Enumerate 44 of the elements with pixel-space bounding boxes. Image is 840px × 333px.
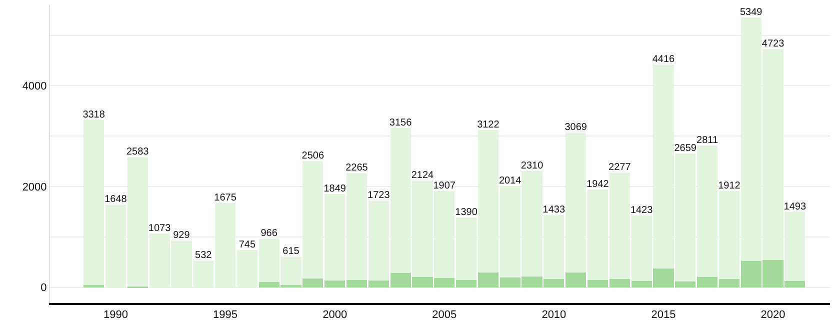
y-tick-label: 2000 (22, 181, 47, 194)
total-label: 1907 (433, 180, 456, 192)
total-label: 966 (260, 228, 278, 240)
total-label: 1723 (368, 190, 390, 201)
total-label: 3156 (389, 118, 412, 129)
total-label: 2811 (696, 135, 718, 146)
total-label: 5349 (740, 7, 763, 18)
x-tick-label: 1990 (103, 308, 128, 321)
total-label: 1675 (214, 192, 237, 204)
total-label: 1849 (324, 184, 346, 195)
total-label: 745 (238, 239, 256, 250)
y-tick-label: 0 (40, 282, 47, 294)
total-label: 2277 (608, 162, 632, 174)
total-label: 2265 (346, 162, 368, 174)
total-label: 4723 (762, 38, 785, 50)
total-label: 2124 (411, 170, 434, 181)
x-tick-label: 2015 (651, 308, 676, 321)
y-tick-label: 4000 (22, 80, 47, 93)
total-label: 2310 (520, 160, 544, 172)
total-label: 532 (195, 250, 212, 262)
total-label: 1433 (542, 204, 566, 216)
total-label: 1493 (784, 202, 806, 213)
total-label: 2014 (498, 175, 522, 186)
total-label: 3069 (564, 122, 588, 134)
total-label: 1942 (586, 178, 610, 190)
x-tick-label: 2000 (322, 308, 348, 321)
total-label: 2583 (126, 146, 150, 158)
total-label: 1423 (630, 205, 654, 216)
total-label: 1648 (104, 194, 128, 205)
total-label: 2659 (674, 142, 697, 154)
total-label: 1390 (455, 206, 478, 218)
x-tick-label: 2005 (432, 308, 457, 321)
total-label: 3122 (477, 119, 500, 130)
total-label: 2506 (302, 150, 324, 162)
x-tick-label: 2020 (760, 308, 786, 321)
bar (84, 284, 104, 288)
total-label: 1073 (148, 222, 172, 234)
total-label: 3318 (82, 110, 106, 121)
total-label: 4416 (652, 54, 676, 66)
total-label: 1912 (718, 180, 741, 192)
x-tick-label: 2010 (542, 308, 566, 321)
total-label: 929 (173, 230, 190, 242)
x-tick-label: 1995 (213, 308, 238, 321)
total-label: 615 (282, 246, 300, 257)
